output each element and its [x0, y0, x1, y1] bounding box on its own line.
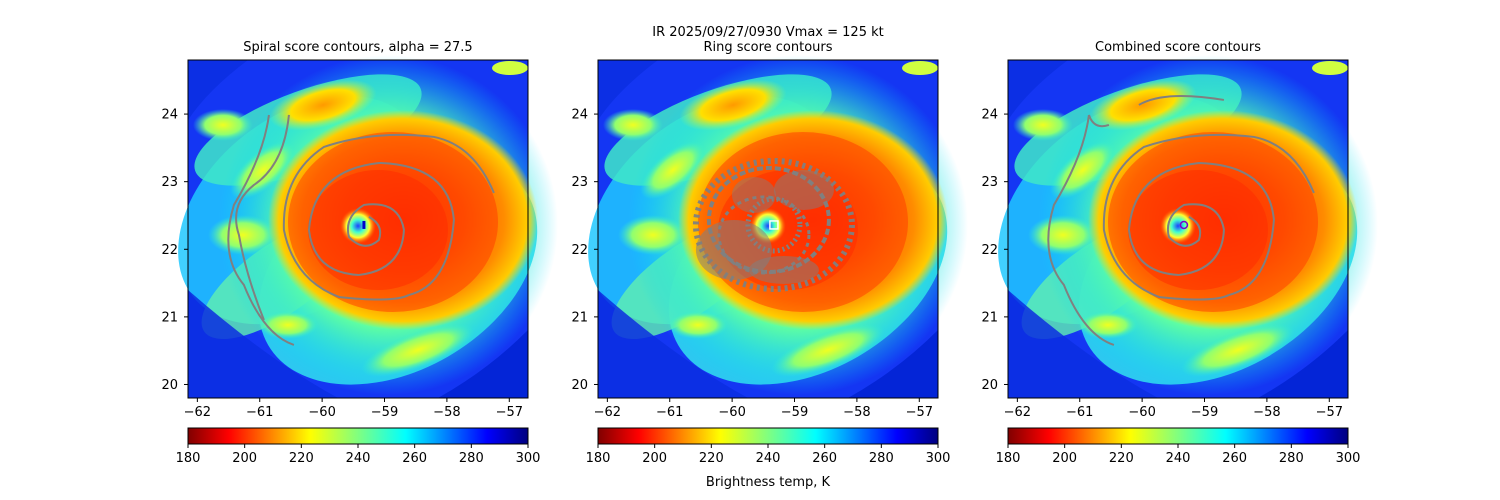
colorbar-tick-label: 180	[996, 451, 1021, 466]
colorbar-tick-label: 280	[459, 451, 484, 466]
colorbar-gradient	[187, 427, 529, 445]
x-tick-label: −58	[1253, 405, 1280, 420]
panel-3: Combined score contours −62 −61 −60 −59 −58 −5…	[954, 40, 1398, 432]
colorbar-tick-label: 240	[756, 451, 781, 466]
y-tick-label: 20	[981, 378, 998, 393]
axes-frame	[1007, 59, 1349, 399]
x-tick-label: −59	[1191, 405, 1218, 420]
axes-frame	[597, 59, 939, 399]
ring-contours-2	[692, 157, 855, 292]
y-tick-label: 22	[571, 243, 588, 258]
colorbar-tick-label: 240	[1166, 451, 1191, 466]
y-tick-label: 20	[571, 378, 588, 393]
colorbar-tick-label: 200	[642, 451, 667, 466]
x-tick-label: −60	[308, 405, 335, 420]
colorbar-1: 180 200 220 240 260 280 300	[176, 427, 541, 466]
colorbar-tick-label: 200	[1052, 451, 1077, 466]
colorbar-tick-label: 220	[289, 451, 314, 466]
x-tick-label: −61	[656, 405, 683, 420]
x-tick-label: −57	[496, 405, 523, 420]
score-contour	[1087, 94, 1225, 128]
brightness-heatmap	[134, 48, 578, 432]
panel-title: Spiral score contours, alpha = 27.5	[243, 40, 472, 55]
colorbar-tick-label: 300	[516, 451, 541, 466]
center-marker	[1179, 220, 1189, 230]
score-contour	[346, 203, 405, 276]
y-tick-label: 23	[981, 175, 998, 190]
score-contour	[1047, 114, 1115, 346]
colorbar-tick-label: 220	[699, 451, 724, 466]
colorbar-tick-label: 240	[346, 451, 371, 466]
score-contour	[1166, 203, 1225, 276]
colorbar-tick-label: 260	[812, 451, 837, 466]
colorbar-tick-label: 280	[1279, 451, 1304, 466]
colorbar-tick-label: 300	[1336, 451, 1361, 466]
score-contour	[1102, 133, 1315, 301]
y-tick-label: 24	[571, 108, 588, 123]
brightness-heatmap	[954, 48, 1398, 432]
x-tick-label: −62	[594, 405, 621, 420]
y-tick-label: 21	[571, 310, 588, 325]
score-contour	[282, 133, 495, 301]
y-tick-label: 21	[981, 310, 998, 325]
colorbar-gradient	[597, 427, 939, 445]
y-tick-label: 22	[981, 243, 998, 258]
x-tick-label: −57	[906, 405, 933, 420]
colorbar-tick-label: 200	[232, 451, 257, 466]
x-tick-label: −62	[1004, 405, 1031, 420]
figure-suptitle: IR 2025/09/27/0930 Vmax = 125 kt	[652, 25, 883, 40]
y-tick-label: 22	[161, 243, 178, 258]
colorbar-tick-label: 260	[1222, 451, 1247, 466]
x-tick-label: −58	[433, 405, 460, 420]
colorbar-2: 180 200 220 240 260 280 300	[586, 427, 951, 466]
x-tick-label: −61	[246, 405, 273, 420]
y-tick-label: 24	[161, 108, 178, 123]
colorbar-gradient	[1007, 427, 1349, 445]
colorbar-tick-label: 180	[586, 451, 611, 466]
panel-title: Ring score contours	[703, 40, 832, 55]
score-contour	[307, 161, 455, 296]
score-contour	[1127, 161, 1275, 296]
x-tick-label: −59	[781, 405, 808, 420]
y-tick-label: 20	[161, 378, 178, 393]
panel-1: Spiral score contours, alpha = 27.5 −62 −6…	[134, 40, 578, 432]
colorbar-tick-label: 180	[176, 451, 201, 466]
y-tick-label: 23	[161, 175, 178, 190]
colorbar-tick-label: 300	[926, 451, 951, 466]
x-tick-label: −60	[1128, 405, 1155, 420]
colorbar-label: Brightness temp, K	[706, 475, 831, 490]
panel-2: Ring score contours −62 −61 −60 −59 −58 −57 20 2…	[544, 40, 988, 432]
x-tick-label: −62	[184, 405, 211, 420]
score-contour	[227, 114, 295, 346]
colorbar-tick-label: 280	[869, 451, 894, 466]
x-tick-label: −58	[843, 405, 870, 420]
axes-frame	[187, 59, 529, 399]
x-tick-label: −57	[1316, 405, 1343, 420]
colorbar-tick-label: 260	[402, 451, 427, 466]
center-marker	[362, 220, 366, 229]
score-contour	[235, 114, 290, 321]
y-tick-label: 24	[981, 108, 998, 123]
y-tick-label: 21	[161, 310, 178, 325]
x-tick-label: −61	[1066, 405, 1093, 420]
colorbar-3: 180 200 220 240 260 280 300	[996, 427, 1361, 466]
center-marker	[769, 220, 779, 230]
x-tick-label: −60	[718, 405, 745, 420]
x-tick-label: −59	[371, 405, 398, 420]
panel-title: Combined score contours	[1095, 40, 1261, 55]
colorbar-tick-label: 220	[1109, 451, 1134, 466]
y-tick-label: 23	[571, 175, 588, 190]
